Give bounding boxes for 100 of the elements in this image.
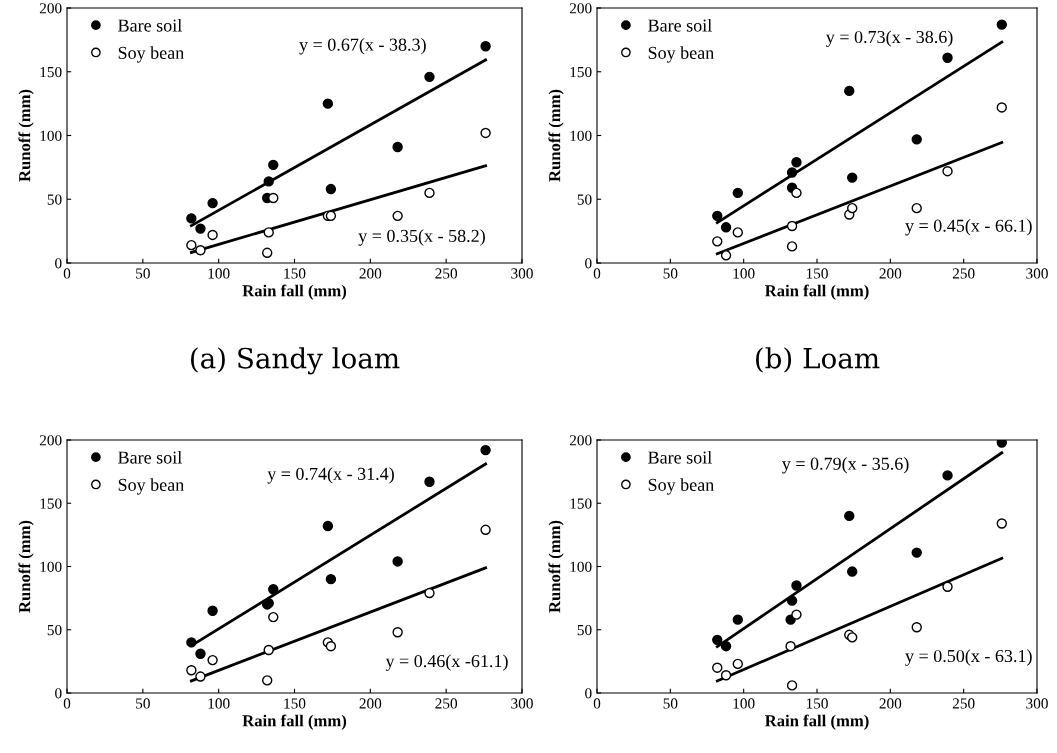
x-tick-label: 50 [663, 698, 678, 709]
point [791, 609, 802, 620]
point [186, 239, 197, 251]
x-tick-label: 250 [952, 268, 975, 279]
annotation: y = 0.50(x - 63.1) [905, 649, 1032, 666]
point [195, 648, 206, 659]
point [786, 220, 798, 232]
y-tick-label: 200 [39, 435, 62, 446]
point [392, 627, 403, 638]
point [720, 670, 732, 681]
point [847, 566, 858, 577]
point [195, 223, 206, 234]
point [424, 476, 435, 487]
point [263, 227, 274, 238]
x-tick-label: 0 [593, 698, 601, 709]
y-tick-label: 200 [569, 435, 592, 446]
y-tick-label: 0 [55, 258, 62, 269]
x-tick-label: 300 [1026, 268, 1048, 279]
legend-label: Soy bean [118, 478, 184, 495]
point [424, 71, 435, 83]
point [268, 584, 279, 595]
annotation: y = 0.35(x - 58.2) [358, 229, 485, 246]
point [712, 634, 723, 646]
point [712, 662, 723, 673]
legend-label: Soy bean [118, 46, 184, 63]
point [911, 547, 922, 558]
x-tick-label: 50 [136, 698, 150, 709]
y-tick-label: 200 [39, 3, 62, 14]
point [786, 595, 798, 606]
point [847, 172, 858, 183]
text: (a) Sandy loam [191, 347, 400, 375]
y-tick-label: 100 [570, 561, 592, 572]
point [844, 85, 855, 97]
point [942, 581, 953, 592]
y-tick-label: 100 [40, 561, 62, 572]
x-tick-label: 200 [359, 268, 382, 279]
y-tick-label: 150 [570, 66, 592, 78]
point [207, 654, 218, 666]
point [424, 587, 435, 599]
x-tick-label: 100 [208, 268, 230, 279]
legend-label: Bare soil [648, 450, 712, 464]
point [911, 622, 922, 633]
point [844, 510, 855, 522]
point [720, 222, 732, 233]
y-tick-label: 0 [55, 688, 62, 699]
point [392, 141, 403, 153]
y-axis-title: Runoff (mm) [18, 89, 34, 182]
point [996, 518, 1007, 529]
point [268, 611, 279, 623]
x-tick-label: 100 [208, 698, 230, 709]
point [268, 192, 279, 204]
point [996, 102, 1007, 113]
x-tick-label: 150 [284, 698, 306, 709]
legend-label: Bare soil [648, 18, 712, 32]
x-tick-label: 200 [359, 698, 382, 709]
point [480, 444, 491, 456]
y-tick-label: 150 [40, 66, 62, 78]
point [263, 644, 274, 656]
point [720, 250, 732, 261]
point [262, 675, 273, 686]
point [791, 580, 802, 591]
x-tick-label: 250 [435, 268, 458, 279]
point [732, 187, 743, 199]
x-axis-title: Rain fall (mm) [764, 284, 869, 300]
x-tick-label: 150 [806, 698, 828, 709]
point [263, 176, 274, 187]
legend-label: Soy bean [648, 478, 714, 495]
point [186, 637, 197, 648]
point [207, 605, 218, 616]
point [480, 127, 491, 139]
point [424, 187, 435, 199]
y-axis-title: Runoff (mm) [18, 520, 34, 613]
point [786, 167, 798, 178]
y-tick-label: 100 [570, 130, 592, 141]
x-tick-label: 300 [511, 268, 533, 279]
legend-label: Soy bean [648, 46, 714, 63]
x-tick-label: 0 [593, 268, 601, 279]
annotation: y = 0.74(x - 31.4) [267, 467, 394, 484]
x-axis-title: Rain fall (mm) [242, 284, 347, 300]
point [791, 187, 802, 199]
x-tick-label: 300 [511, 698, 533, 709]
x-tick-label: 0 [63, 698, 71, 709]
point [325, 573, 337, 585]
legend-label: Bare soil [118, 18, 182, 32]
point [942, 166, 953, 177]
point [732, 614, 743, 625]
annotation: y = 0.46(x -61.1) [385, 654, 508, 671]
y-tick-label: 150 [570, 498, 592, 509]
y-axis-title: Runoff (mm) [548, 520, 564, 613]
x-tick-label: 200 [879, 698, 902, 709]
point [186, 213, 197, 224]
x-axis-title: Rain fall (mm) [242, 714, 347, 730]
point [195, 671, 206, 682]
point [325, 640, 337, 652]
x-tick-label: 100 [733, 698, 755, 709]
text: (b) Loam [756, 347, 880, 373]
point [480, 524, 491, 536]
point [786, 241, 798, 252]
point [911, 202, 922, 214]
point [262, 247, 273, 258]
